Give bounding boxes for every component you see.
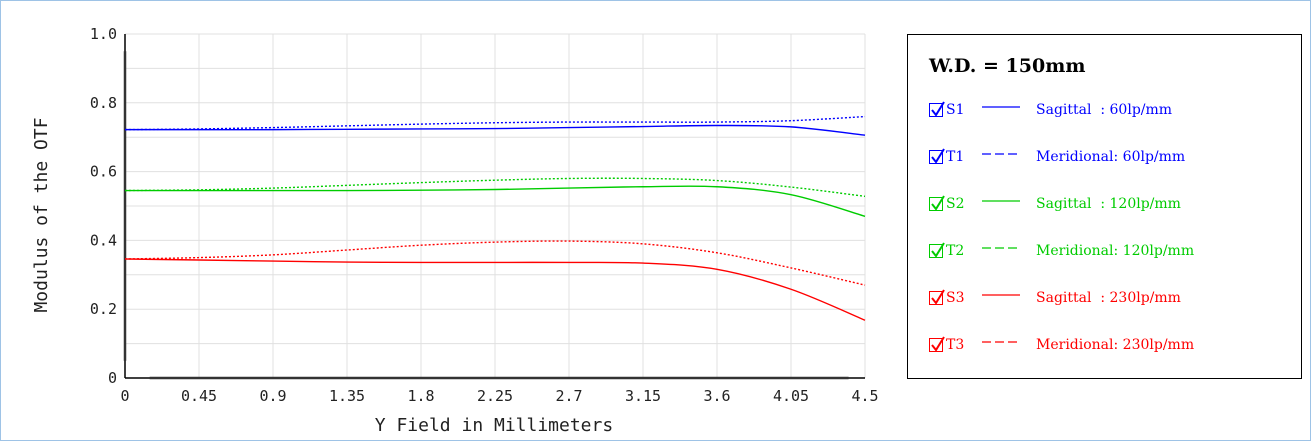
series-line-s1 (125, 124, 866, 136)
checkbox-checked-icon[interactable] (929, 289, 945, 305)
y-tick-label: 0.2 (90, 300, 117, 318)
y-tick-label: 0.6 (90, 163, 117, 181)
x-tick-label: 0.9 (259, 387, 286, 405)
legend-line-sample (982, 106, 1020, 108)
legend-series-name: S3 (946, 290, 965, 306)
legend-line-sample (982, 294, 1020, 296)
x-tick-label: 2.7 (555, 387, 582, 405)
x-tick-label: 0.45 (181, 387, 217, 405)
series-line-s3 (124, 258, 866, 321)
legend-item-t2[interactable]: T2 Meridional: 120lp/mm (929, 239, 1194, 263)
y-tick-label: 1.0 (90, 25, 117, 43)
x-tick-label: 2.25 (477, 387, 513, 405)
legend-series-desc: Sagittal : 60lp/mm (1036, 102, 1173, 118)
x-tick-label: 4.5 (851, 387, 878, 405)
checkbox-checked-icon[interactable] (929, 148, 945, 164)
series-line-s2 (125, 185, 866, 217)
checkbox-checked-icon[interactable] (929, 195, 945, 211)
series-lines (124, 115, 866, 321)
legend-title: W.D. = 150mm (929, 55, 1086, 77)
legend-item-t1[interactable]: T1 Meridional: 60lp/mm (929, 145, 1185, 169)
legend-line-sample (982, 153, 1020, 155)
checkbox-checked-icon[interactable] (929, 242, 945, 258)
x-tick-label: 4.05 (773, 387, 809, 405)
legend-series-desc: Meridional: 120lp/mm (1036, 243, 1195, 259)
mtf-chart: 0 0.45 0.9 1.35 1.8 2.25 2.7 3.15 3.6 4.05 4.5 0 0.2… (31, 25, 879, 436)
x-tick-label: 3.15 (625, 387, 661, 405)
legend-series-desc: Sagittal : 230lp/mm (1036, 290, 1181, 306)
legend-series-name: T3 (946, 337, 965, 353)
tick-labels: 0 0.45 0.9 1.35 1.8 2.25 2.7 3.15 3.6 4.05 4.5 0 0.2… (90, 25, 879, 405)
legend-series-name: S1 (946, 102, 965, 118)
legend-series-desc: Meridional: 60lp/mm (1036, 149, 1186, 165)
x-tick-label: 1.8 (407, 387, 434, 405)
legend-line-sample (982, 200, 1020, 202)
checkbox-checked-icon[interactable] (929, 101, 945, 117)
legend-series-name: S2 (946, 196, 965, 212)
x-axis-title: Y Field in Millimeters (375, 415, 613, 436)
legend-item-s3[interactable]: S3 Sagittal : 230lp/mm (929, 286, 1181, 310)
legend-line-sample (982, 247, 1020, 249)
x-tick-label: 3.6 (703, 387, 730, 405)
legend-series-desc: Sagittal : 120lp/mm (1036, 196, 1181, 212)
y-tick-label: 0 (108, 369, 117, 387)
y-tick-label: 0.4 (90, 231, 117, 249)
legend-item-t3[interactable]: T3 Meridional: 230lp/mm (929, 333, 1194, 357)
y-tick-label: 0.8 (90, 94, 117, 112)
axes (123, 34, 865, 380)
legend-line-sample (982, 341, 1020, 343)
legend-series-name: T2 (946, 243, 965, 259)
checkbox-checked-icon[interactable] (929, 336, 945, 352)
legend-series-name: T1 (946, 149, 965, 165)
legend-box: W.D. = 150mm S1 Sagittal : 60lp/mm T1 Merid… (907, 34, 1302, 379)
legend-item-s2[interactable]: S2 Sagittal : 120lp/mm (929, 192, 1181, 216)
grid-lines (124, 33, 866, 379)
x-tick-label: 0 (120, 387, 129, 405)
y-axis-title: Modulus of the OTF (31, 117, 52, 312)
x-tick-label: 1.35 (329, 387, 365, 405)
legend-series-desc: Meridional: 230lp/mm (1036, 337, 1195, 353)
legend-item-s1[interactable]: S1 Sagittal : 60lp/mm (929, 98, 1172, 122)
